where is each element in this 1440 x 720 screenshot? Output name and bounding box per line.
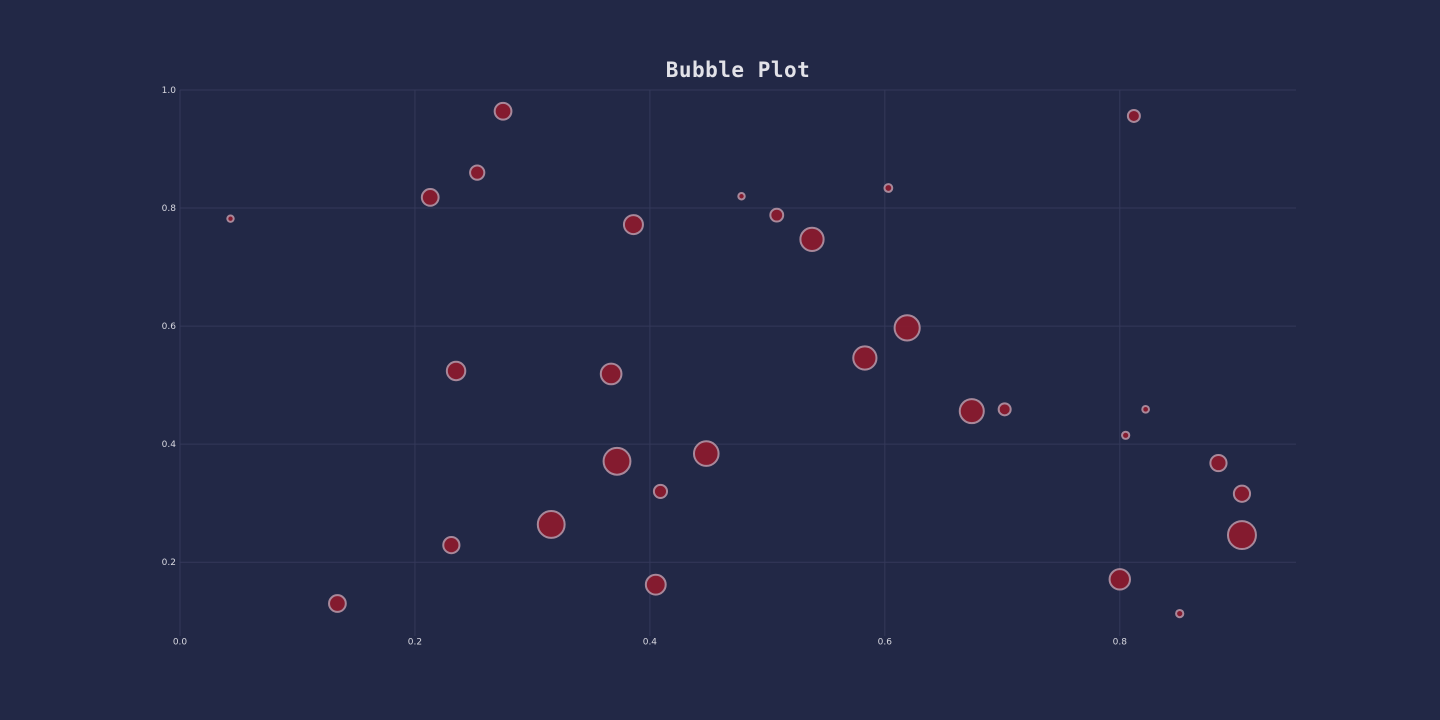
bubble-point	[226, 214, 235, 223]
bubble-point	[652, 483, 669, 499]
x-tick-label: 0.6	[878, 638, 893, 648]
bubble-point	[1232, 484, 1252, 503]
bubble-point	[622, 214, 644, 236]
y-tick-label: 1.0	[162, 86, 177, 96]
bubble-point	[852, 345, 878, 371]
bubble-point	[602, 446, 632, 476]
tick-layer: 0.0 0.2 0.4 0.6 0.8 0.2 0.4 0.6 0.8 1.0	[162, 86, 1128, 648]
bubble-point	[1121, 430, 1131, 440]
bubble-point	[737, 192, 746, 201]
x-tick-label: 0.2	[408, 638, 422, 648]
x-tick-label: 0.4	[643, 638, 658, 648]
bubble-point	[1126, 108, 1141, 123]
bubble-point	[883, 183, 894, 193]
x-tick-label: 0.0	[173, 638, 188, 648]
bubble-point	[1209, 453, 1228, 473]
bubble-point	[1108, 568, 1131, 591]
bubble-point	[442, 535, 461, 555]
y-tick-label: 0.6	[162, 322, 177, 332]
y-tick-label: 0.4	[162, 440, 177, 450]
bubble-point	[493, 101, 513, 121]
bubble-point	[445, 360, 467, 382]
bubble-point	[328, 594, 347, 613]
bubble-point	[799, 226, 825, 252]
grid-layer	[179, 89, 1296, 636]
bubble-point	[769, 207, 785, 223]
bubble-point	[692, 440, 720, 467]
bubble-point	[599, 362, 623, 386]
bubble-point	[1141, 404, 1150, 414]
bubble-point	[644, 573, 667, 596]
y-tick-label: 0.2	[162, 558, 176, 568]
y-tick-label: 0.8	[162, 204, 177, 214]
bubble-layer	[226, 101, 1257, 619]
bubble-point	[893, 314, 921, 342]
bubble-point	[536, 510, 566, 539]
bubble-point	[958, 398, 985, 425]
bubble-point	[1175, 608, 1185, 619]
bubble-point	[1226, 520, 1257, 551]
chart-title: Bubble Plot	[665, 58, 811, 82]
bubble-point	[420, 188, 440, 207]
bubble-point	[469, 164, 486, 181]
x-tick-label: 0.8	[1113, 638, 1128, 648]
bubble-point	[997, 402, 1012, 417]
